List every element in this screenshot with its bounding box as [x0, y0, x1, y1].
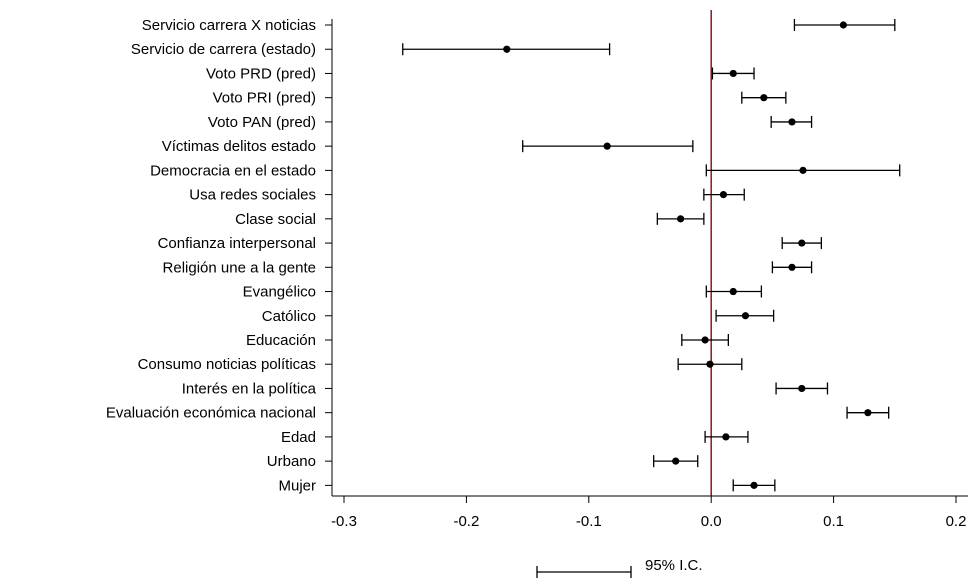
row-label: Evangélico [243, 284, 316, 301]
coefficient-row [703, 188, 745, 201]
point-estimate [677, 215, 685, 223]
x-tick-label: 0.1 [823, 513, 844, 530]
row-label: Mujer [278, 477, 316, 494]
legend: 95% I.C. [536, 557, 703, 578]
row-label: Educación [246, 332, 316, 349]
row-label: Voto PAN (pred) [208, 114, 316, 131]
x-tick-label: -0.1 [576, 513, 602, 530]
coefficient-row [781, 237, 823, 250]
coefficient-row [793, 19, 896, 31]
coefficient-row [656, 212, 705, 225]
x-tick-label: -0.3 [331, 513, 357, 530]
point-estimate [760, 94, 768, 102]
point-estimate [729, 287, 737, 296]
coefficient-row [705, 285, 763, 298]
point-estimate [729, 69, 737, 78]
row-label: Democracia en el estado [150, 162, 316, 179]
row-label: Voto PRI (pred) [213, 90, 316, 107]
coefficient-row [711, 67, 755, 80]
row-label: Católico [262, 308, 316, 325]
legend-label: 95% I.C. [645, 557, 703, 574]
row-label: Religión une a la gente [163, 259, 316, 276]
coefficient-row [653, 455, 699, 468]
coefficient-row [715, 309, 775, 322]
row-label: Servicio carrera X noticias [142, 17, 316, 34]
row-label: Servicio de carrera (estado) [131, 41, 316, 58]
coefficient-row [732, 479, 776, 492]
point-estimate [798, 384, 806, 393]
point-estimate [788, 263, 796, 271]
coefficient-row [770, 115, 813, 128]
coefficient-row [741, 91, 787, 104]
row-label: Interés en la política [182, 380, 317, 397]
point-estimate [839, 21, 847, 29]
row-label: Consumo noticias políticas [138, 356, 316, 373]
point-estimate [798, 239, 806, 247]
coefficient-row [846, 406, 890, 419]
point-estimate [799, 166, 807, 174]
x-axis-ticks: -0.3 -0.2 -0.1 0.0 0.1 0.2 [331, 496, 966, 530]
row-label: Evaluación económica nacional [106, 405, 316, 422]
x-tick-label: 0.2 [946, 513, 967, 530]
point-estimate [503, 45, 511, 53]
point-estimate [750, 481, 758, 489]
point-estimate [722, 433, 730, 441]
row-label: Urbano [267, 453, 316, 470]
row-label: Edad [281, 429, 316, 446]
row-label: Voto PRD (pred) [206, 65, 316, 82]
x-tick-label: 0.0 [701, 513, 722, 530]
point-estimate [864, 409, 872, 417]
coefficient-row [522, 140, 694, 153]
y-axis-labels: Servicio carrera X noticias Servicio de c… [106, 17, 332, 494]
coefficient-marks [402, 19, 901, 492]
coefficient-row [677, 358, 743, 371]
point-estimate [701, 336, 709, 344]
point-estimate [741, 312, 750, 320]
row-label: Víctimas delitos estado [162, 138, 316, 155]
row-label: Clase social [235, 211, 316, 228]
coefficient-row [775, 382, 829, 395]
row-label: Confianza interpersonal [158, 235, 316, 252]
coefficient-row [771, 261, 813, 274]
point-estimate [788, 118, 796, 126]
point-estimate [719, 191, 728, 199]
coefficient-row [704, 430, 749, 443]
coefficient-row [402, 43, 611, 56]
row-label: Usa redes sociales [189, 187, 316, 204]
coefficient-row [705, 164, 901, 177]
point-estimate [603, 142, 611, 150]
x-tick-label: -0.2 [453, 513, 479, 530]
point-estimate [706, 360, 714, 368]
point-estimate [672, 457, 680, 465]
coefficient-row [681, 333, 729, 346]
